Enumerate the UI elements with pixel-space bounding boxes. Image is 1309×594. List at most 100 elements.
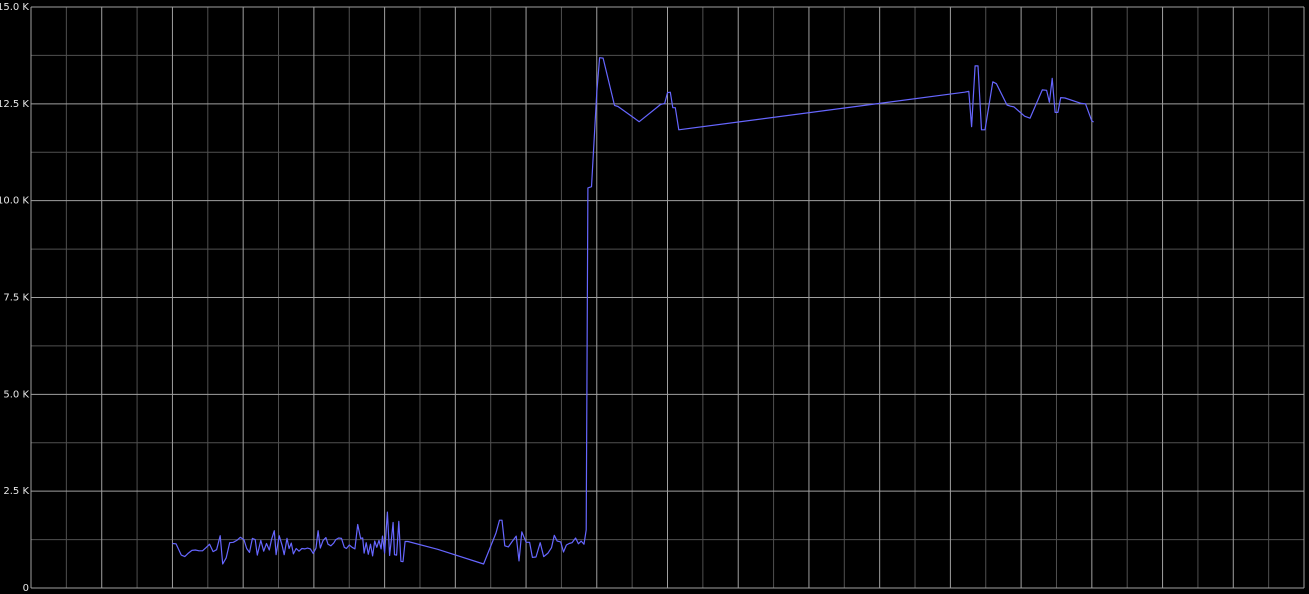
data-point <box>202 550 203 551</box>
data-point <box>495 532 496 533</box>
data-point <box>279 535 280 536</box>
data-point <box>298 551 299 552</box>
data-point <box>560 541 561 542</box>
data-point <box>362 537 363 538</box>
data-point <box>396 555 397 556</box>
data-point <box>370 544 371 545</box>
data-point <box>516 536 517 537</box>
data-point <box>318 530 319 531</box>
data-point <box>398 521 399 522</box>
data-point <box>581 541 582 542</box>
data-point <box>360 538 361 539</box>
data-point <box>354 548 355 549</box>
data-point <box>405 541 406 542</box>
data-point <box>240 537 241 538</box>
data-point <box>402 561 403 562</box>
data-point <box>532 557 533 558</box>
data-point <box>1042 89 1043 90</box>
data-point <box>282 545 283 546</box>
data-point <box>617 106 618 107</box>
data-point <box>175 543 176 544</box>
data-point <box>639 121 640 122</box>
data-point <box>563 551 564 552</box>
data-point <box>394 554 395 555</box>
data-point <box>393 522 394 523</box>
data-point <box>213 551 214 552</box>
data-point <box>236 540 237 541</box>
data-point <box>529 542 530 543</box>
data-point <box>381 548 382 549</box>
data-point <box>984 129 985 130</box>
data-point <box>672 107 673 108</box>
data-point <box>992 81 993 82</box>
y-axis-ticks: 0 2.5 K 5.0 K 7.5 K 10.0 K 12.5 K 15.0 K <box>0 2 29 594</box>
data-point <box>1052 78 1053 79</box>
data-point <box>521 531 522 532</box>
data-point <box>323 540 324 541</box>
data-point <box>335 539 336 540</box>
data-point <box>603 58 604 59</box>
data-point <box>1049 102 1050 103</box>
data-point <box>499 520 500 521</box>
data-point <box>660 104 661 105</box>
data-point <box>333 543 334 544</box>
series-layer <box>172 57 1094 565</box>
data-point <box>1055 112 1056 113</box>
major-grid <box>31 6 1305 589</box>
data-point <box>508 546 509 547</box>
data-point <box>346 548 347 549</box>
data-point <box>344 547 345 548</box>
data-point <box>1064 97 1065 98</box>
y-tick-label: 7.5 K <box>3 293 29 304</box>
data-point <box>391 536 392 537</box>
data-point <box>501 520 502 521</box>
data-point <box>571 542 572 543</box>
data-point <box>313 553 314 554</box>
data-point <box>291 543 292 544</box>
data-point <box>1093 121 1094 122</box>
data-point <box>216 549 217 550</box>
data-point <box>307 548 308 549</box>
data-point <box>188 553 189 554</box>
data-point <box>586 529 587 530</box>
data-point <box>518 560 519 561</box>
data-point <box>407 541 408 542</box>
data-point <box>198 550 199 551</box>
y-tick-label: 10.0 K <box>0 196 29 207</box>
data-point <box>276 554 277 555</box>
data-point <box>195 549 196 550</box>
data-point <box>315 548 316 549</box>
data-point <box>547 553 548 554</box>
data-point <box>575 537 576 538</box>
series-line <box>172 57 1094 565</box>
data-point <box>260 540 261 541</box>
data-point <box>511 541 512 542</box>
data-point <box>557 541 558 542</box>
data-point <box>664 103 665 104</box>
data-point <box>1013 106 1014 107</box>
data-point <box>181 555 182 556</box>
data-point <box>341 538 342 539</box>
data-point <box>184 556 185 557</box>
y-tick-label: 5.0 K <box>3 389 29 400</box>
data-point <box>364 553 365 554</box>
data-point <box>387 511 388 512</box>
data-point <box>1081 103 1082 104</box>
data-point <box>289 548 290 549</box>
data-point <box>368 554 369 555</box>
data-point <box>376 547 377 548</box>
data-point <box>252 538 253 539</box>
data-point <box>226 557 227 558</box>
data-point <box>551 547 552 548</box>
data-point <box>596 92 597 93</box>
data-point <box>975 65 976 66</box>
y-tick-label: 0 <box>23 583 29 594</box>
data-point <box>483 563 484 564</box>
data-point <box>1046 90 1047 91</box>
data-point <box>357 524 358 525</box>
data-point <box>374 541 375 542</box>
data-point <box>678 129 679 130</box>
data-point <box>229 542 230 543</box>
data-point <box>257 555 258 556</box>
axes <box>30 7 1304 589</box>
